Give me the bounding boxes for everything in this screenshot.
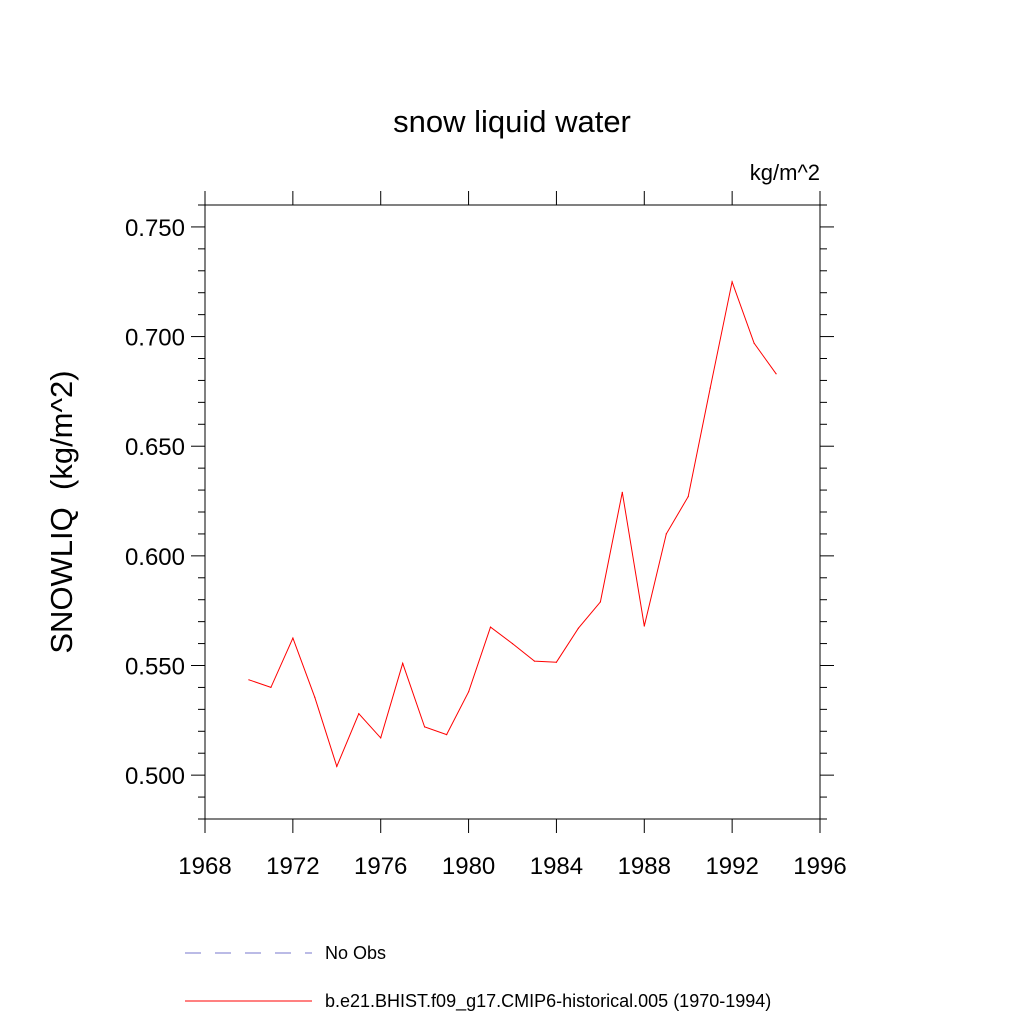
y-axis-label: SNOWLIQ (kg/m^2) (44, 370, 79, 653)
chart-title: snow liquid water (393, 104, 631, 139)
y-tick-label: 0.700 (125, 325, 185, 352)
data-point (753, 342, 755, 344)
legend-label-model: b.e21.BHIST.f09_g17.CMIP6-historical.005… (325, 991, 771, 1012)
data-point (621, 491, 623, 493)
series-line (248, 279, 777, 768)
data-point (599, 601, 602, 603)
y-tick-label: 0.650 (125, 434, 185, 461)
legend: No Obs b.e21.BHIST.f09_g17.CMIP6-histori… (185, 943, 771, 1012)
data-point (358, 713, 360, 715)
data-point (314, 696, 316, 698)
y-tick-label: 0.750 (125, 215, 185, 242)
x-tick-label: 1984 (530, 853, 583, 880)
data-point (775, 373, 777, 375)
data-point (533, 660, 536, 662)
y-tick-label: 0.550 (125, 654, 185, 681)
data-point (336, 765, 338, 768)
data-point (380, 737, 382, 739)
data-point (665, 533, 667, 535)
data-point (731, 281, 733, 283)
data-point (709, 387, 711, 389)
legend-label-no-obs: No Obs (325, 943, 386, 963)
data-point (687, 496, 689, 498)
data-point (643, 625, 645, 627)
x-tick-label: 1972 (266, 853, 319, 880)
units-label: kg/m^2 (750, 160, 820, 185)
x-tick-label: 1968 (178, 853, 231, 880)
data-point (555, 661, 558, 663)
data-point (468, 691, 470, 693)
data-point (292, 637, 294, 639)
y-axis: 0.500 0.550 0.600 0.650 0.700 0.750 (125, 204, 834, 820)
data-point (270, 686, 272, 689)
x-tick-label: 1996 (793, 853, 846, 880)
x-tick-label: 1988 (618, 853, 671, 880)
series-layer (248, 279, 777, 768)
x-tick-label: 1976 (354, 853, 407, 880)
data-point (577, 627, 580, 629)
data-point (402, 662, 404, 664)
data-point (489, 626, 492, 628)
data-point (248, 679, 250, 681)
data-point (424, 726, 426, 728)
x-tick-label: 1992 (705, 853, 758, 880)
data-point (446, 734, 448, 736)
plot-frame (204, 204, 821, 820)
x-tick-label: 1980 (442, 853, 495, 880)
x-axis: 1968 1972 1976 1980 1984 1988 1992 1996 (178, 191, 847, 880)
data-point (511, 643, 514, 645)
y-tick-label: 0.600 (125, 544, 185, 571)
y-tick-label: 0.500 (125, 763, 185, 790)
